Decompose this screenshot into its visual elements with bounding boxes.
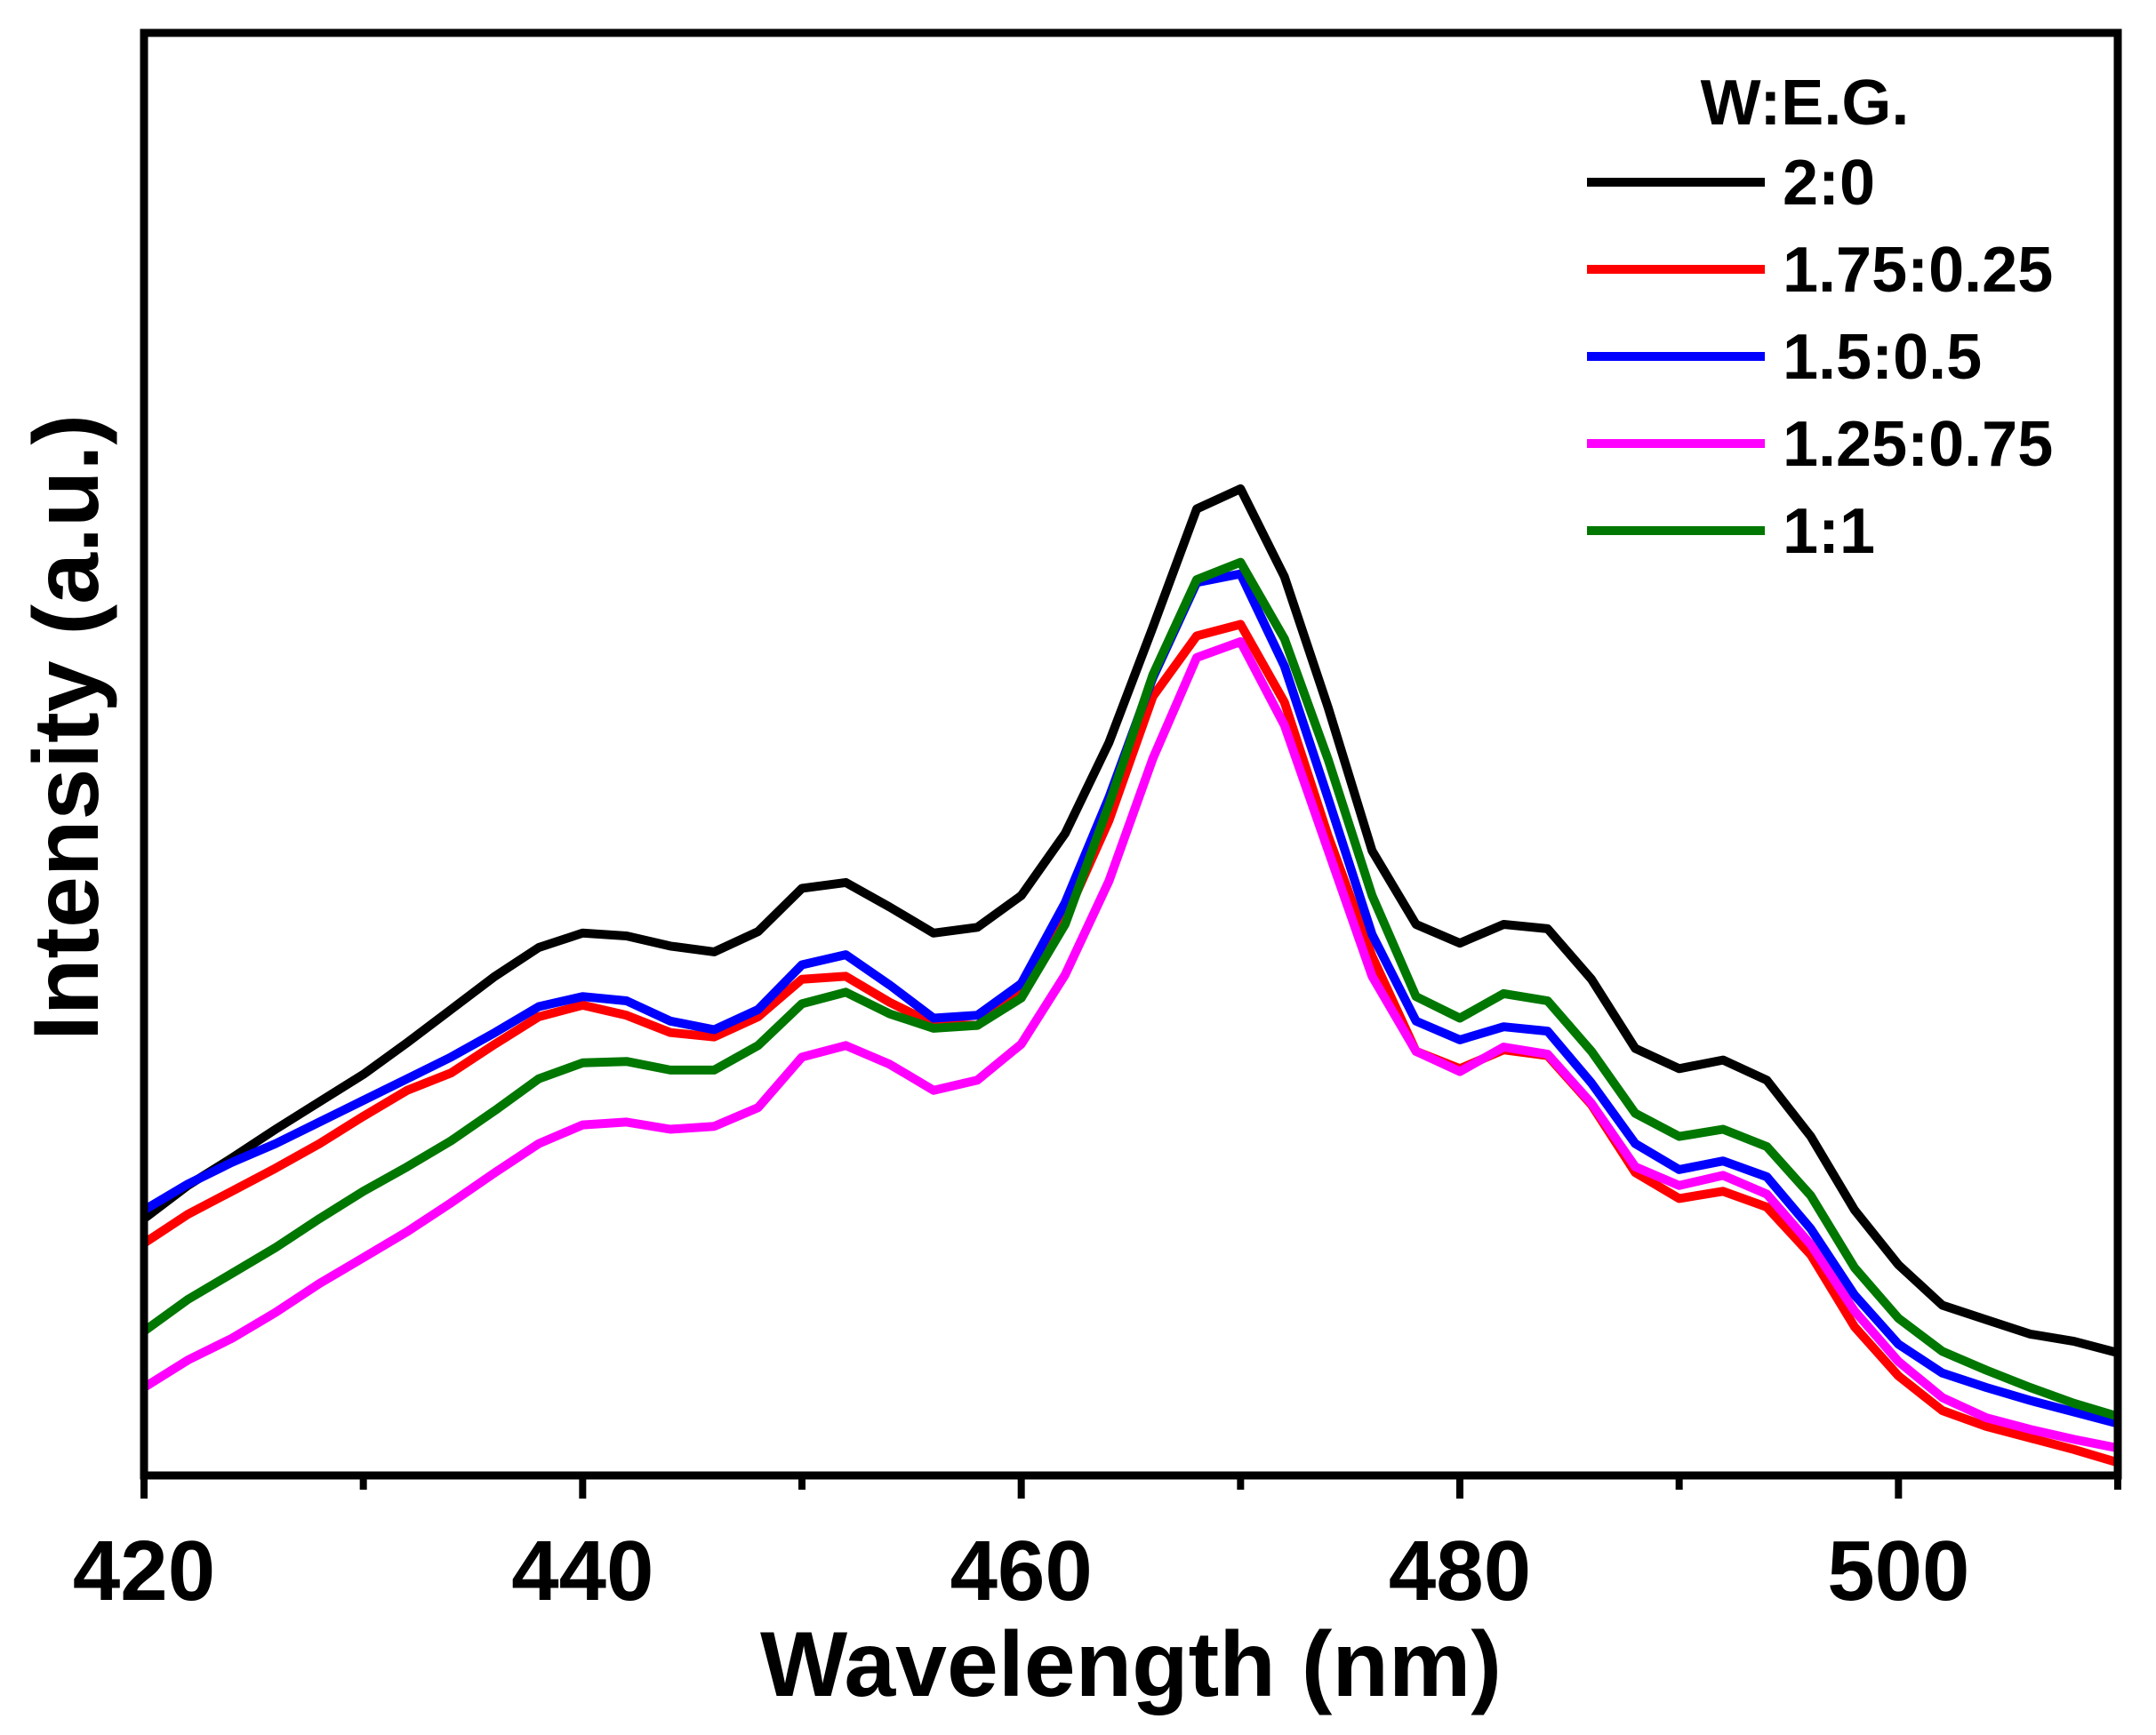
- x-axis-ticks: [140, 1475, 2121, 1499]
- x-tick-label: 440: [511, 1523, 653, 1619]
- series-line-1: [140, 484, 2120, 1357]
- series-line-2: [141, 620, 2120, 1467]
- y-axis-label: Intensity (a.u.): [15, 414, 118, 1041]
- legend: W:E.G. 2:0 1.75:0.25 1.5:0.5 1.25:0.75 1:1: [1587, 68, 2053, 567]
- x-tick-label: 500: [1827, 1523, 1969, 1619]
- legend-label-1: 2:0: [1783, 148, 1875, 219]
- legend-label-2: 1.75:0.25: [1783, 235, 2053, 306]
- plot-frame: [140, 28, 2122, 1480]
- series-line-4: [141, 636, 2119, 1453]
- legend-label-5: 1:1: [1783, 496, 1875, 567]
- x-tick-label: 420: [73, 1523, 215, 1619]
- legend-label-3: 1.5:0.5: [1783, 322, 1982, 393]
- x-axis-tick-labels: 420 440 460 480 500: [73, 1523, 1970, 1619]
- legend-label-4: 1.25:0.75: [1783, 409, 2053, 480]
- x-tick-label: 460: [950, 1523, 1093, 1619]
- legend-title: W:E.G.: [1701, 68, 1910, 139]
- x-axis-label: Wavelength (nm): [760, 1613, 1502, 1716]
- series-line-5: [141, 557, 2120, 1421]
- plot-lines: [140, 484, 2120, 1467]
- x-tick-label: 480: [1389, 1523, 1531, 1619]
